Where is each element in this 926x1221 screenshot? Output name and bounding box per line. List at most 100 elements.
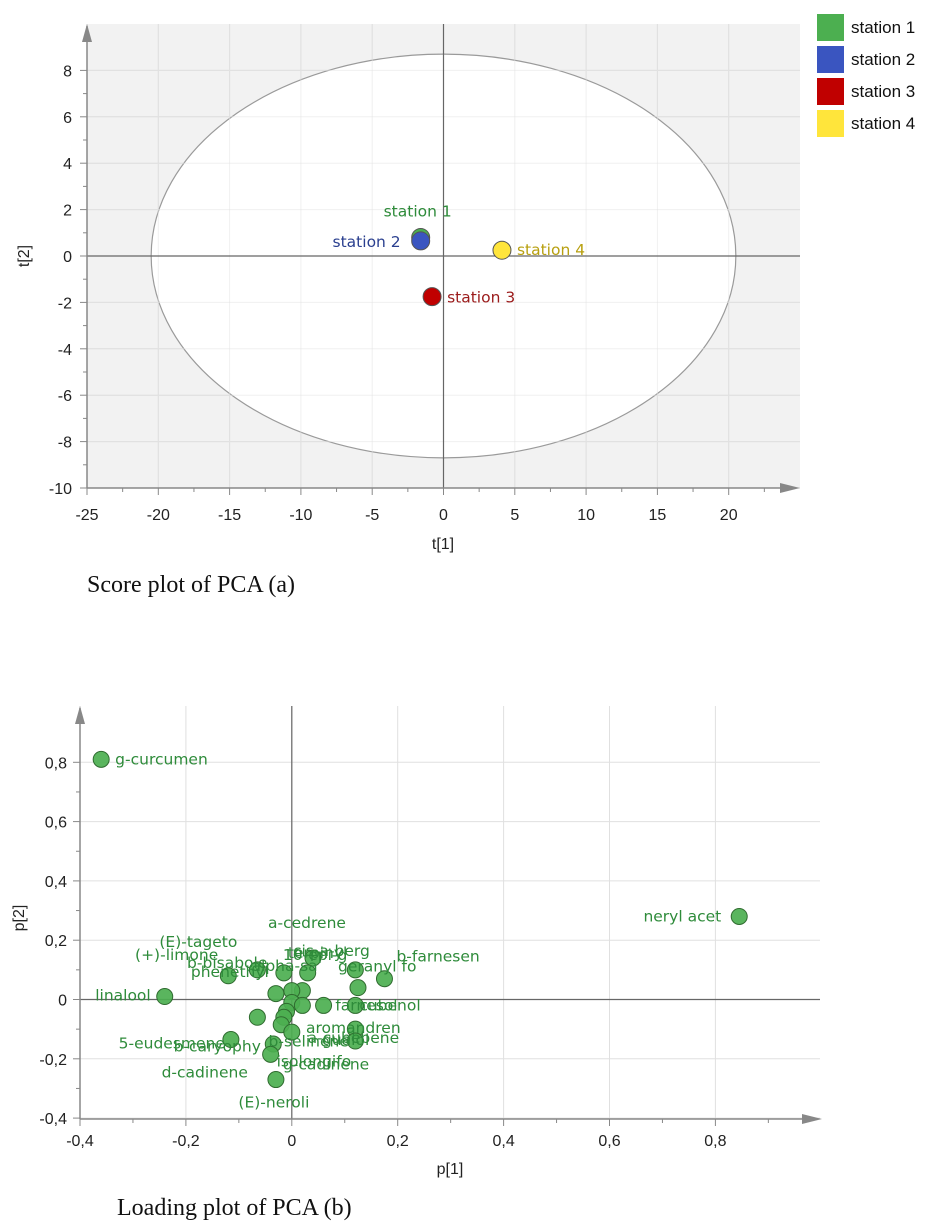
y-tick-label: 0,4 — [45, 874, 67, 891]
loading-label: b-bisabole — [187, 954, 267, 972]
x-axis-arrow — [780, 483, 800, 493]
loading-label: g-curcumen — [115, 750, 208, 768]
loading-point — [267, 985, 285, 1003]
x-tick-label: 0,2 — [387, 1133, 409, 1150]
legend-label: station 3 — [851, 82, 915, 101]
loading-label: 5-eudesmene — [119, 1035, 225, 1053]
y-tick-label: -0,2 — [39, 1052, 67, 1069]
loading-label: terpinyl — [288, 944, 347, 962]
x-tick-label: 0,8 — [704, 1133, 726, 1150]
loading-label: guaiol — [322, 1031, 369, 1049]
point-label: station 1 — [384, 202, 452, 220]
legend-swatch — [817, 78, 844, 105]
x-tick-label: 0 — [439, 507, 448, 524]
x-tick-label: -0,2 — [172, 1133, 200, 1150]
x-tick-label: 0 — [287, 1133, 296, 1150]
y-tick-label: -6 — [58, 388, 72, 405]
x-tick-label: 10 — [577, 507, 595, 524]
y-tick-label: 6 — [63, 110, 72, 127]
caption-b: Loading plot of PCA (b) — [117, 1195, 352, 1221]
loading-label: a-cubebene — [308, 1029, 400, 1047]
y-tick-label: 0,6 — [45, 815, 67, 832]
score-plot: -25 -20 -15 -10 -5 0 5 10 15 2086420-2-4-6-8-10t[… — [16, 14, 915, 598]
loading-point — [248, 1008, 266, 1026]
loading-point — [346, 1032, 364, 1050]
x-tick-label: -10 — [289, 507, 312, 524]
y-tick-label: -8 — [58, 435, 72, 452]
loading-point — [346, 961, 364, 979]
loading-label: (+)-limone — [135, 946, 218, 964]
y-tick-label: -10 — [49, 481, 72, 498]
x-tick-label: -25 — [75, 507, 98, 524]
y-tick-label: 0 — [58, 993, 67, 1010]
loading-label: b-caryophy — [174, 1038, 261, 1056]
legend-swatch — [817, 46, 844, 73]
loading-label: (E)-tageto — [159, 933, 237, 951]
loading-point — [156, 988, 174, 1006]
loading-label: geranyl fo — [338, 958, 416, 976]
loading-point — [349, 979, 367, 997]
x-tick-label: 0,4 — [492, 1133, 514, 1150]
y-tick-label: 8 — [63, 63, 72, 80]
caption-a: Score plot of PCA (a) — [87, 572, 295, 598]
loading-point — [304, 949, 322, 967]
x-tick-label: -5 — [365, 507, 379, 524]
loading-point — [293, 996, 311, 1014]
loading-label: b-selinene — [269, 1033, 349, 1051]
y-tick-label: -0,4 — [39, 1111, 67, 1128]
loading-label: d-cadinene — [162, 1064, 248, 1082]
y-axis-label: p[2] — [11, 905, 28, 932]
loading-point — [283, 1023, 301, 1041]
loading-label: g-cadinene — [283, 1056, 369, 1074]
loading-label: 10-epi-g — [283, 946, 347, 964]
y-axis-arrow — [75, 706, 85, 724]
x-tick-label: 15 — [649, 507, 667, 524]
x-axis-label: t[1] — [432, 536, 454, 553]
y-tick-label: 2 — [63, 203, 72, 220]
y-axis-label: t[2] — [16, 245, 33, 267]
loading-point — [262, 1045, 280, 1063]
loading-point — [267, 1071, 285, 1089]
legend-swatch — [817, 14, 844, 41]
loading-label: aromandren — [306, 1019, 401, 1037]
loading-label: b-farnesen — [396, 948, 479, 966]
loading-plot: -0,4 -0,2 0 0,2 0,4 0,6 0,8 0,8 0,6 0,4 0,2 0 -0,2 -0… — [11, 706, 822, 1221]
loading-label: isolongifo — [277, 1052, 352, 1070]
loading-label: (E)-neroli — [238, 1094, 309, 1112]
loading-point — [219, 967, 237, 985]
score-point — [411, 231, 431, 251]
x-tick-label: 0,6 — [598, 1133, 620, 1150]
loading-point — [299, 964, 317, 982]
loading-point — [248, 961, 266, 979]
x-axis-label: p[1] — [437, 1161, 464, 1178]
loading-point — [275, 964, 293, 982]
y-tick-label: -2 — [58, 295, 72, 312]
loading-label: phenethyl — [191, 963, 269, 981]
loading-label: neryl acet — [643, 907, 721, 925]
x-tick-label: -15 — [218, 507, 241, 524]
x-tick-label: -0,4 — [66, 1133, 94, 1150]
x-tick-label: 20 — [720, 507, 738, 524]
y-tick-label: 0,2 — [45, 933, 67, 950]
loading-label: a-cedrene — [268, 914, 346, 932]
y-tick-label: 0 — [63, 249, 72, 266]
y-tick-label: 4 — [63, 156, 72, 173]
score-point — [492, 240, 512, 260]
loading-label: cis-a-berg — [293, 942, 370, 960]
loading-label: farnesol — [335, 996, 397, 1014]
legend-label: station 4 — [851, 114, 915, 133]
x-tick-label: 5 — [510, 507, 519, 524]
score-point — [422, 287, 442, 307]
x-axis-arrow — [802, 1114, 822, 1124]
legend-swatch — [817, 110, 844, 137]
y-tick-label: -4 — [58, 342, 72, 359]
loading-point — [730, 907, 748, 925]
point-label: station 2 — [333, 233, 401, 251]
x-tick-label: -20 — [147, 507, 170, 524]
loading-point — [375, 970, 393, 988]
loading-label: cubenol — [359, 996, 420, 1014]
loading-label: linalool — [95, 987, 151, 1005]
loading-point — [92, 750, 110, 768]
legend-label: station 2 — [851, 50, 915, 69]
